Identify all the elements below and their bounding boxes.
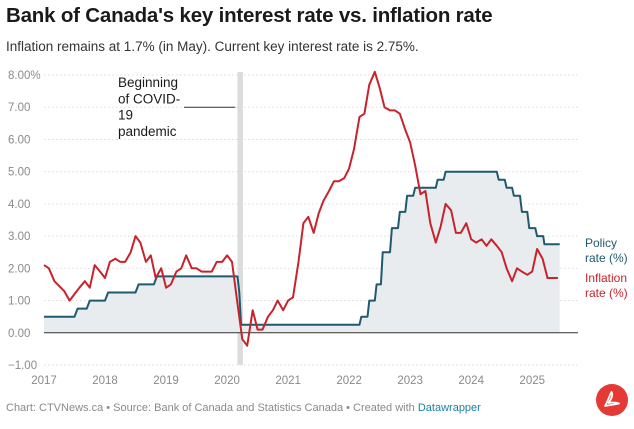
x-tick-label: 2020 bbox=[214, 375, 240, 387]
y-tick-label: 1.00 bbox=[8, 296, 30, 308]
inflation-rate-line bbox=[43, 70, 558, 347]
y-axis-ticks: 8.00% 7.00 6.00 5.00 4.00 3.00 2.00 1.00 0.00 −1.… bbox=[8, 70, 41, 372]
x-tick-label: 2025 bbox=[519, 375, 545, 387]
policy-area bbox=[44, 171, 560, 333]
x-tick-label: 2019 bbox=[153, 375, 179, 387]
y-tick-label: −1.00 bbox=[8, 360, 37, 372]
chart-subtitle: Inflation remains at 1.7% (in May). Curr… bbox=[6, 39, 419, 54]
annotation-text: Beginning bbox=[118, 75, 178, 90]
inflation-label: rate (%) bbox=[585, 286, 628, 300]
y-tick-label: 3.00 bbox=[8, 231, 30, 243]
x-tick-label: 2021 bbox=[275, 375, 301, 387]
y-tick-label: 7.00 bbox=[8, 102, 30, 114]
x-tick-label: 2024 bbox=[458, 375, 484, 387]
annotation-text: 19 bbox=[118, 108, 133, 123]
chart-footer: Chart: CTVNews.ca • Source: Bank of Cana… bbox=[6, 402, 481, 414]
x-tick-label: 2022 bbox=[336, 375, 362, 387]
y-tick-label: 0.00 bbox=[8, 328, 30, 340]
y-tick-label: 6.00 bbox=[8, 134, 30, 146]
covid-band-layer bbox=[237, 72, 243, 365]
chart-title: Bank of Canada's key interest rate vs. i… bbox=[6, 4, 493, 27]
y-tick-label: 5.00 bbox=[8, 167, 30, 179]
datawrapper-link[interactable]: Datawrapper bbox=[417, 402, 481, 414]
policy-rate-line bbox=[44, 170, 560, 326]
y-tick-label: 2.00 bbox=[8, 263, 30, 275]
covid-band bbox=[237, 72, 243, 365]
annotation-text: of COVID- bbox=[118, 91, 180, 106]
inflation-label: Inflation bbox=[585, 271, 627, 285]
annotation-text: pandemic bbox=[118, 124, 177, 139]
policy-label: Policy bbox=[585, 236, 617, 250]
x-tick-label: 2017 bbox=[31, 375, 57, 387]
x-tick-label: 2023 bbox=[397, 375, 423, 387]
pdf-icon[interactable] bbox=[596, 384, 628, 416]
y-tick-label: 4.00 bbox=[8, 199, 30, 211]
policy-label: rate (%) bbox=[585, 251, 628, 265]
series-layer bbox=[43, 70, 560, 347]
pdf-glyph-icon bbox=[604, 391, 620, 407]
y-tick-label: 8.00% bbox=[8, 70, 41, 82]
policy-area-layer bbox=[44, 171, 560, 333]
x-tick-label: 2018 bbox=[92, 375, 118, 387]
footer-source: Chart: CTVNews.ca • Source: Bank of Cana… bbox=[6, 402, 418, 414]
x-axis-ticks: 2017 2018 2019 2020 2021 2022 2023 2024 2025 bbox=[31, 375, 545, 387]
